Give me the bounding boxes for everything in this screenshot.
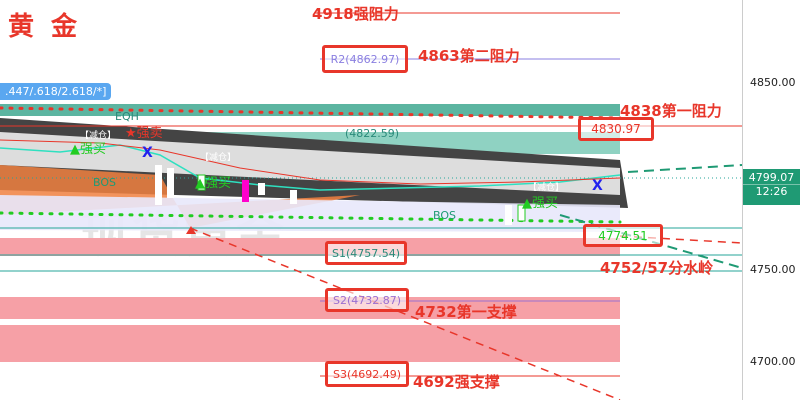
candles xyxy=(155,165,526,225)
ma-line-red xyxy=(0,139,621,185)
cloud-light xyxy=(0,132,620,195)
candle xyxy=(258,183,265,195)
chart-canvas[interactable] xyxy=(0,0,742,400)
band-pink-s3 xyxy=(0,325,620,362)
trend-teal-dashed xyxy=(627,164,742,173)
bos-label-2: BOS xyxy=(433,209,456,222)
strong-buy-label: 强买 xyxy=(80,142,107,157)
eqh-label: EQH xyxy=(115,110,139,123)
faded-level-label: (4822.59) xyxy=(345,127,400,140)
cross-marker-icon: X xyxy=(142,145,153,161)
annotation-r2: 4863第二阻力 xyxy=(418,47,520,65)
axis-tick: 4700.00 xyxy=(750,355,796,368)
reduce-signal-2: 【减仓】 xyxy=(200,153,237,163)
candle xyxy=(505,205,512,225)
axis-tick: 4850.00 xyxy=(750,76,796,89)
candle xyxy=(155,165,162,205)
r1-label: 4830.97 xyxy=(578,117,654,141)
strong-sell-label: 强卖 xyxy=(136,126,163,141)
strong-buy-signal: ▲强买 xyxy=(70,142,107,157)
annotation-s3: 4692强支撑 xyxy=(413,373,500,391)
bos-label: BOS xyxy=(93,176,116,189)
r2-label: R2(4862.97) xyxy=(322,45,408,73)
fib-settings-badge[interactable]: .447/.618/2.618/*] xyxy=(0,83,112,100)
dotted-red xyxy=(0,106,622,120)
s3-label: S3(4692.49) xyxy=(325,361,409,387)
last-price: 4799.07 xyxy=(748,171,795,184)
annotation-4918: 4918强阻力 xyxy=(312,5,399,23)
reduce-signal-3: 【减仓】 xyxy=(528,183,565,193)
dotted-green xyxy=(0,211,622,224)
candle xyxy=(242,180,249,202)
strong-sell-signal: ★强卖 xyxy=(125,126,163,141)
candle xyxy=(517,204,526,222)
last-price-badge: 4799.07 12:26 xyxy=(743,169,800,205)
annotation-pivot: 4752/57分水岭 xyxy=(600,259,714,277)
s2-label: S2(4732.87) xyxy=(325,288,409,312)
band-r1-zone xyxy=(0,104,620,116)
strong-buy-label: 强买 xyxy=(532,196,559,211)
strong-buy-label: 强买 xyxy=(205,176,232,191)
cross-marker-icon: X xyxy=(592,178,603,194)
candle xyxy=(167,168,174,198)
annotation-s1: 4732第一支撑 xyxy=(415,303,517,321)
reduce-signal: 【减仓】 xyxy=(80,131,117,141)
s1-label: S1(4757.54) xyxy=(325,241,407,265)
strong-buy-signal-3: ▲强买 xyxy=(522,196,559,211)
band-pink-s1 xyxy=(0,238,620,256)
trend-red-dashed xyxy=(189,227,621,400)
candle xyxy=(290,190,297,204)
band-pink-s2 xyxy=(0,297,620,319)
mid-level-label: 4774.51 xyxy=(583,224,663,247)
annotation-r1: 4838第一阻力 xyxy=(620,102,722,120)
bar-countdown: 12:26 xyxy=(743,184,800,198)
sell-marker-triangle xyxy=(186,226,196,234)
strong-buy-signal-2: ▲强买 xyxy=(195,176,232,191)
axis-tick: 4750.00 xyxy=(750,263,796,276)
page-title: 黄 金 xyxy=(8,12,82,42)
candle xyxy=(197,174,206,191)
